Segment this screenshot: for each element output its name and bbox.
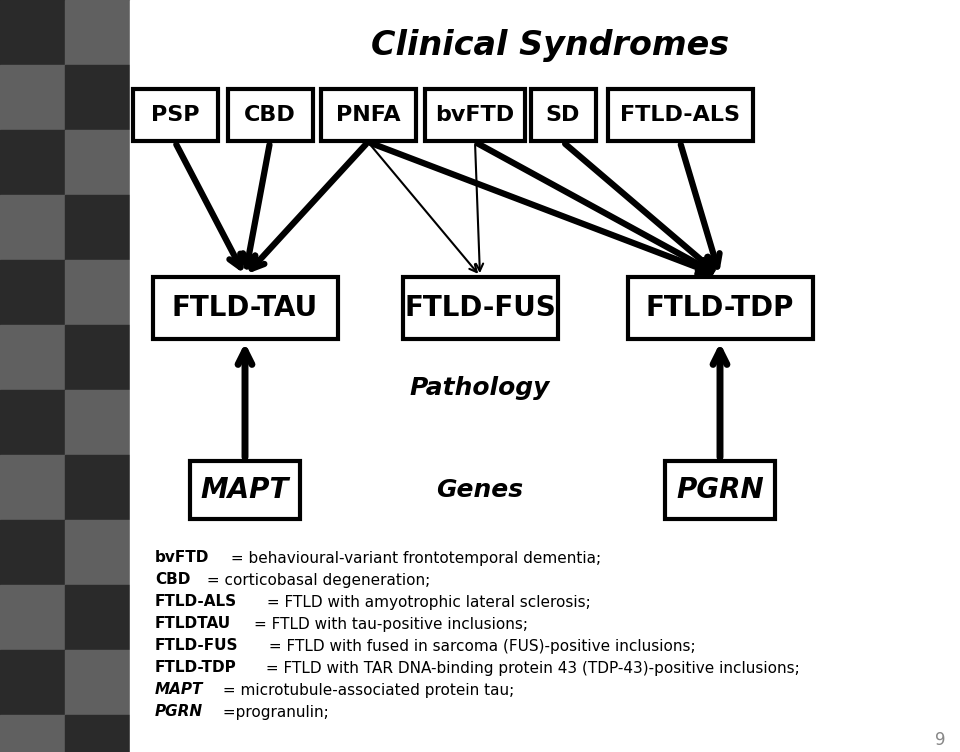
Text: PNFA: PNFA (336, 105, 400, 125)
Text: FTLD-ALS: FTLD-ALS (155, 595, 237, 610)
Text: FTLDTAU: FTLDTAU (155, 617, 231, 632)
Text: FTLD-TDP: FTLD-TDP (646, 294, 794, 322)
Bar (65, 130, 130, 195)
Text: FTLD-FUS: FTLD-FUS (155, 638, 238, 653)
Bar (65, 0, 130, 65)
Bar (665, 461, 775, 519)
Bar (65, 455, 130, 520)
Text: = microtubule-associated protein tau;: = microtubule-associated protein tau; (219, 683, 515, 698)
Bar (153, 277, 338, 339)
Bar (228, 89, 313, 141)
Bar (425, 89, 525, 141)
Bar (0, 0, 65, 65)
Bar (65, 650, 130, 715)
Bar (130, 0, 960, 752)
Bar (65, 585, 130, 650)
Text: bvFTD: bvFTD (436, 105, 515, 125)
Bar (65, 715, 130, 752)
Bar (628, 277, 812, 339)
Bar (531, 89, 595, 141)
Bar (65, 260, 130, 325)
Text: SD: SD (546, 105, 580, 125)
Text: CBD: CBD (155, 572, 190, 587)
Text: = FTLD with fused in sarcoma (FUS)-positive inclusions;: = FTLD with fused in sarcoma (FUS)-posit… (264, 638, 695, 653)
Bar (402, 277, 558, 339)
Text: Pathology: Pathology (410, 376, 550, 400)
Bar (0, 130, 65, 195)
Bar (0, 715, 65, 752)
Text: PSP: PSP (151, 105, 200, 125)
Text: PGRN: PGRN (676, 476, 764, 504)
Text: bvFTD: bvFTD (155, 550, 209, 566)
Bar (0, 455, 65, 520)
Bar (65, 390, 130, 455)
Bar (0, 520, 65, 585)
Bar (65, 520, 130, 585)
Text: 9: 9 (934, 731, 945, 749)
Bar (0, 585, 65, 650)
Text: MAPT: MAPT (155, 683, 204, 698)
Text: Genes: Genes (437, 478, 523, 502)
Bar (0, 390, 65, 455)
Text: FTLD-FUS: FTLD-FUS (404, 294, 556, 322)
Text: Clinical Syndromes: Clinical Syndromes (371, 29, 729, 62)
Text: = FTLD with TAR DNA-binding protein 43 (TDP-43)-positive inclusions;: = FTLD with TAR DNA-binding protein 43 (… (261, 660, 801, 675)
Bar (190, 461, 300, 519)
Text: = FTLD with tau-positive inclusions;: = FTLD with tau-positive inclusions; (254, 617, 528, 632)
Bar (65, 325, 130, 390)
Bar (65, 65, 130, 130)
Text: FTLD-TDP: FTLD-TDP (155, 660, 237, 675)
Text: MAPT: MAPT (201, 476, 289, 504)
Bar (0, 65, 65, 130)
Text: FTLD-TAU: FTLD-TAU (172, 294, 318, 322)
Bar (321, 89, 416, 141)
Bar (65, 195, 130, 260)
Text: = behavioural-variant frontotemporal dementia;: = behavioural-variant frontotemporal dem… (227, 550, 601, 566)
Bar (0, 0, 130, 752)
Bar (0, 650, 65, 715)
Text: = FTLD with amyotrophic lateral sclerosis;: = FTLD with amyotrophic lateral sclerosi… (262, 595, 590, 610)
Text: PGRN: PGRN (155, 705, 204, 720)
Text: =progranulin;: =progranulin; (218, 705, 329, 720)
Text: CBD: CBD (244, 105, 296, 125)
Bar (0, 195, 65, 260)
Bar (608, 89, 753, 141)
Bar (132, 89, 218, 141)
Bar (0, 325, 65, 390)
Text: = corticobasal degeneration;: = corticobasal degeneration; (202, 572, 430, 587)
Text: FTLD-ALS: FTLD-ALS (620, 105, 740, 125)
Bar (0, 260, 65, 325)
